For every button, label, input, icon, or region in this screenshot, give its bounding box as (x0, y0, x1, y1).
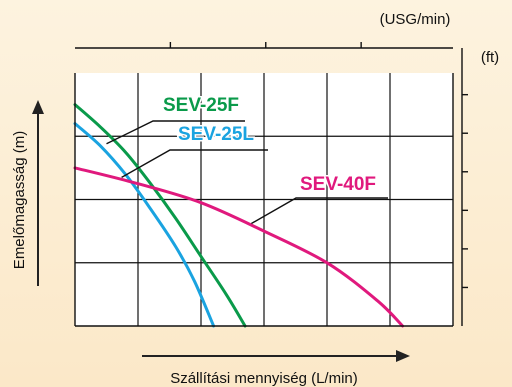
series-label-sev-25f: SEV-25F (163, 95, 239, 116)
axes (74, 42, 468, 327)
secondary-y-unit-label: (ft) (481, 49, 499, 66)
series-lines (73, 103, 405, 328)
y-axis-arrow-head (32, 100, 44, 114)
series-line-sev-40f (73, 166, 405, 328)
series-label-sev-25l: SEV-25L (178, 124, 254, 145)
x-axis-arrow-head (396, 350, 410, 362)
leader-line-sev-25l (121, 149, 268, 179)
secondary-x-unit-label: (USG/min) (380, 11, 451, 28)
series-labels: SEV-25F SEV-25L SEV-40F (106, 94, 388, 225)
series-label-sev-40f: SEV-40F (300, 174, 376, 195)
leader-line-sev-40f (251, 197, 388, 225)
leader-line-sev-25f (106, 120, 245, 145)
series-line-sev-25f (73, 103, 247, 328)
series-line-sev-25l (73, 122, 216, 328)
grid-lines (75, 73, 453, 326)
x-axis-title: Szállítási mennyiség (L/min) (170, 370, 358, 387)
y-axis-title: Emelőmagasság (m) (11, 131, 28, 269)
